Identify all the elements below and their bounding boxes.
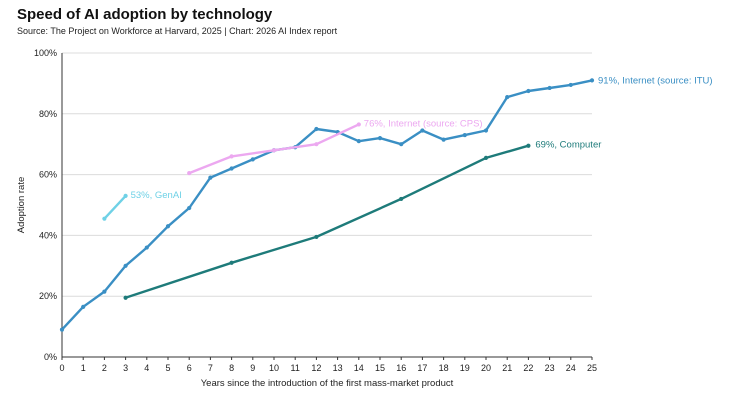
chart-title: Speed of AI adoption by technology — [17, 6, 273, 23]
data-point-internet_cps — [356, 122, 361, 127]
x-tick-label: 15 — [375, 363, 385, 373]
x-tick-label: 24 — [566, 363, 576, 373]
data-point-internet_itu — [526, 88, 531, 94]
data-point-internet_itu — [187, 205, 192, 211]
data-point-internet_cps — [314, 142, 319, 147]
y-tick-label: 20% — [39, 291, 57, 301]
x-tick-label: 1 — [81, 363, 86, 373]
data-point-internet_itu — [144, 245, 149, 250]
series-label-genai: 53%, GenAI — [131, 190, 182, 201]
x-axis-title: Years since the introduction of the firs… — [201, 378, 454, 389]
data-point-genai — [102, 216, 107, 221]
chart-subtitle: Source: The Project on Workforce at Harv… — [17, 26, 338, 36]
data-point-genai — [123, 193, 128, 198]
x-tick-label: 25 — [587, 363, 597, 373]
grid-lines — [62, 52, 592, 297]
data-point-internet_itu — [208, 175, 213, 180]
x-tick-label: 19 — [460, 363, 470, 373]
data-point-internet_itu — [123, 263, 128, 268]
x-tick-label: 6 — [187, 363, 192, 373]
x-tick-label: 11 — [291, 363, 300, 373]
y-tick-label: 100% — [34, 48, 57, 58]
data-point-internet_cps — [229, 154, 234, 159]
series-label-internet_itu: 91%, Internet (source: ITU) — [598, 75, 713, 86]
y-axis-title: Adoption rate — [16, 177, 27, 234]
y-tick-label: 40% — [39, 230, 57, 240]
x-tick-label: 20 — [481, 363, 491, 373]
x-tick-label: 17 — [417, 363, 427, 373]
x-tick-label: 5 — [165, 363, 170, 373]
data-point-internet_itu — [483, 128, 489, 133]
x-tick-label: 16 — [396, 363, 406, 373]
x-tick-label: 2 — [102, 363, 107, 373]
data-point-computer — [229, 260, 234, 265]
x-tick-label: 10 — [269, 363, 279, 373]
data-point-internet_itu — [81, 304, 86, 309]
series-line-genai — [103, 194, 127, 220]
x-tick-label: 9 — [250, 363, 255, 373]
data-point-internet_itu — [356, 139, 361, 144]
data-point-internet_itu — [399, 142, 404, 147]
x-tick-label: 3 — [123, 363, 128, 373]
data-point-internet_itu — [568, 82, 573, 88]
data-point-internet_itu — [505, 94, 510, 100]
data-point-internet_itu — [462, 132, 467, 138]
data-point-internet_cps — [187, 170, 192, 176]
data-point-internet_itu — [229, 166, 234, 171]
series-lines — [59, 78, 595, 332]
x-tick-label: 14 — [354, 363, 364, 373]
data-point-internet_itu — [441, 137, 446, 142]
data-point-internet_itu — [589, 78, 595, 83]
series-label-internet_cps: 76%, Internet (source: CPS) — [364, 118, 483, 129]
y-tick-label: 80% — [39, 109, 57, 119]
x-tick-label: 23 — [545, 363, 555, 373]
x-tick-label: 13 — [333, 363, 343, 373]
data-point-internet_itu — [102, 289, 107, 294]
data-point-internet_itu — [250, 157, 255, 162]
data-point-internet_itu — [314, 126, 319, 132]
x-tick-label: 21 — [502, 363, 512, 373]
y-tick-label: 0% — [44, 352, 57, 362]
x-tick-label: 0 — [59, 363, 64, 373]
data-point-internet_itu — [377, 136, 383, 141]
data-point-computer — [123, 295, 128, 300]
x-tick-label: 18 — [439, 363, 449, 373]
x-tick-label: 22 — [523, 363, 533, 373]
series-line-internet_itu — [60, 79, 594, 331]
series-label-computer: 69%, Computer — [535, 140, 601, 151]
data-point-internet_itu — [420, 128, 425, 133]
data-point-internet_itu — [547, 85, 552, 91]
x-tick-label: 12 — [311, 363, 321, 373]
series-labels: 91%, Internet (source: ITU) 76%, Internet… — [131, 75, 713, 201]
data-point-internet_cps — [271, 148, 277, 153]
data-point-internet_itu — [165, 224, 171, 229]
axes: 0%20%40%60%80%100%0 1 2 3 4 5 6 7 8 9 10 11 12 13 14 15… — [34, 48, 597, 373]
data-point-computer — [483, 155, 489, 160]
x-tick-label: 7 — [208, 363, 213, 373]
data-point-computer — [399, 196, 404, 202]
y-tick-label: 60% — [39, 170, 57, 180]
series-line-computer — [124, 144, 530, 299]
data-point-computer — [526, 143, 531, 148]
x-tick-label: 8 — [229, 363, 234, 373]
data-point-computer — [314, 234, 319, 240]
x-tick-label: 4 — [144, 363, 149, 373]
data-point-internet_itu — [59, 327, 65, 332]
